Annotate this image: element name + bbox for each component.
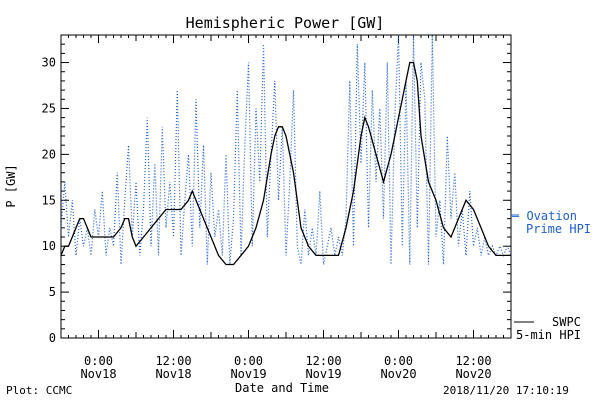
- x-tick-time-label: 0:00: [384, 354, 413, 368]
- series-ovation-prime-line: [60, 34, 512, 265]
- y-tick-label: 0: [49, 331, 56, 345]
- y-tick-label: 25: [42, 101, 56, 115]
- x-tick-time-label: 12:00: [155, 354, 191, 368]
- legend-swpc-line2: 5-min HPI: [516, 328, 581, 342]
- plot-frame: [60, 34, 512, 339]
- plot-border: [60, 34, 512, 339]
- y-tick-label: 10: [42, 239, 56, 253]
- x-tick-time-label: 0:00: [84, 354, 113, 368]
- x-tick-time-label: 12:00: [455, 354, 491, 368]
- legend-swpc-line1: SWPC: [552, 315, 581, 329]
- x-tick-time-label: 0:00: [234, 354, 263, 368]
- y-axis: 0 5 10 15 20 25 30: [42, 34, 511, 345]
- x-tick-date-label: Nov19: [230, 367, 266, 381]
- y-axis-label: P [GW]: [4, 164, 18, 207]
- y-tick-label: 20: [42, 147, 56, 161]
- plot-credit: Plot: CCMC: [6, 384, 72, 397]
- x-tick-date-label: Nov18: [155, 367, 191, 381]
- y-tick-label: 15: [42, 193, 56, 207]
- x-tick-date-label: Nov20: [455, 367, 491, 381]
- chart-title: Hemispheric Power [GW]: [186, 14, 385, 32]
- x-tick-date-label: Nov20: [380, 367, 416, 381]
- legend-ovation-line1: — Ovation: [512, 209, 577, 223]
- series-swpc-line: [60, 61, 511, 266]
- legend: — Ovation Prime HPI SWPC 5-min HPI: [512, 209, 591, 342]
- x-axis: 0:00Nov1812:00Nov180:00Nov1912:00Nov190:…: [60, 35, 519, 381]
- legend-ovation-line2: Prime HPI: [526, 222, 591, 236]
- x-tick-date-label: Nov18: [80, 367, 116, 381]
- plot-timestamp: 2018/11/20 17:10:19: [443, 384, 569, 397]
- y-tick-label: 5: [49, 285, 56, 299]
- y-tick-label: 30: [42, 56, 56, 70]
- x-tick-time-label: 12:00: [305, 354, 341, 368]
- x-tick-date-label: Nov19: [305, 367, 341, 381]
- x-axis-label: Date and Time: [235, 381, 329, 395]
- series-layer: [60, 34, 512, 266]
